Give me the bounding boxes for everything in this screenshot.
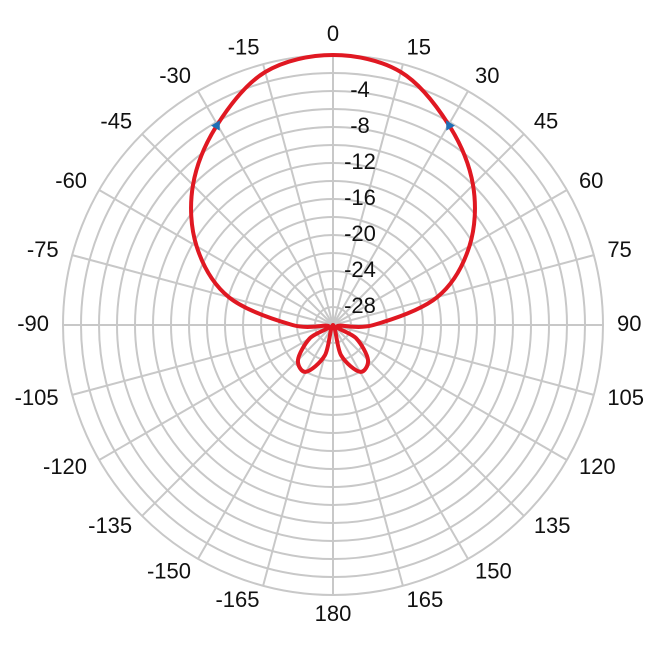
angle-label: -60 — [55, 168, 87, 193]
angle-label: -135 — [88, 513, 132, 538]
grid-spoke — [98, 189, 334, 326]
angle-label: 150 — [475, 558, 512, 583]
angle-label: -45 — [100, 109, 132, 134]
angle-label: -150 — [147, 558, 191, 583]
angle-label: 105 — [607, 385, 644, 410]
grid-spoke — [98, 324, 334, 461]
angle-label: 75 — [607, 237, 631, 262]
r-tick-label: -20 — [344, 221, 376, 246]
angle-label: 45 — [534, 109, 558, 134]
grid-spoke — [141, 324, 334, 517]
angle-label: 0 — [327, 21, 339, 46]
grid-spoke — [262, 324, 334, 587]
r-tick-label: -12 — [344, 149, 376, 174]
angle-label: -15 — [228, 35, 260, 60]
r-tick-label: -28 — [344, 293, 376, 318]
angle-label: 135 — [534, 513, 571, 538]
angle-label: 165 — [407, 587, 444, 612]
angle-label: 90 — [617, 311, 641, 336]
grid-spoke — [332, 133, 525, 326]
grid-spoke — [197, 324, 334, 560]
grid-spoke — [262, 63, 334, 326]
angle-label: -120 — [43, 454, 87, 479]
angle-label: 120 — [579, 454, 616, 479]
r-tick-label: -24 — [344, 257, 376, 282]
grid-spoke — [332, 90, 469, 326]
grid-spoke — [332, 63, 404, 326]
grid-spoke — [332, 324, 404, 587]
grid-spoke — [332, 189, 568, 326]
grid-spoke — [141, 133, 334, 326]
angle-label: 60 — [579, 168, 603, 193]
r-tick-label: -8 — [350, 113, 370, 138]
marker — [446, 120, 455, 131]
r-tick-label: -4 — [350, 77, 370, 102]
angle-label: -30 — [159, 63, 191, 88]
grid-spoke — [71, 254, 334, 326]
angle-label: 15 — [407, 35, 431, 60]
angle-label: -105 — [15, 385, 59, 410]
grid-spoke — [332, 254, 595, 326]
angle-label: -90 — [17, 311, 49, 336]
angle-label: -165 — [215, 587, 259, 612]
grid-spoke — [332, 324, 595, 396]
angle-label: 180 — [315, 601, 352, 626]
grid-spoke — [332, 324, 469, 560]
angle-label: 30 — [475, 63, 499, 88]
grid-spoke — [71, 324, 334, 396]
marker — [211, 120, 220, 131]
r-tick-label: -16 — [344, 185, 376, 210]
grid-spoke — [332, 324, 568, 461]
grid-spoke — [197, 90, 334, 326]
angle-label: -75 — [27, 237, 59, 262]
pattern-line — [189, 53, 477, 374]
grid-spoke — [332, 324, 525, 517]
